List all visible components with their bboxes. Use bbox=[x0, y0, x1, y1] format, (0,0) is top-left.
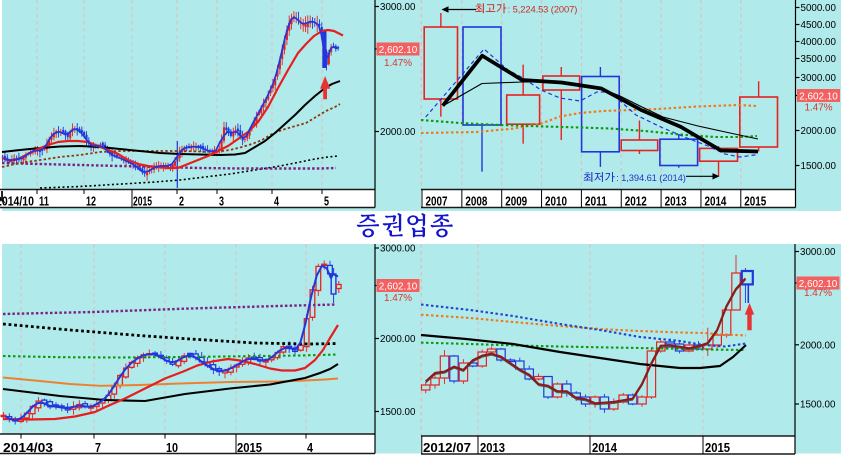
svg-text:5: 5 bbox=[324, 194, 329, 208]
svg-text:1500.00: 1500.00 bbox=[380, 407, 416, 418]
svg-text:2014/03: 2014/03 bbox=[3, 440, 53, 455]
svg-text:1.47%: 1.47% bbox=[804, 103, 832, 114]
svg-text:2000.00: 2000.00 bbox=[801, 126, 837, 137]
svg-text:2000.00: 2000.00 bbox=[800, 340, 836, 351]
svg-text:3000.00: 3000.00 bbox=[800, 247, 836, 258]
svg-text:2,602.10: 2,602.10 bbox=[379, 281, 418, 292]
svg-text:2,602.10: 2,602.10 bbox=[799, 91, 838, 102]
svg-text:5000.00: 5000.00 bbox=[801, 3, 837, 14]
svg-text:2,602.10: 2,602.10 bbox=[799, 279, 838, 290]
svg-text:2015: 2015 bbox=[744, 194, 766, 208]
svg-text:4: 4 bbox=[307, 440, 314, 455]
svg-text:7: 7 bbox=[95, 440, 101, 455]
svg-text:2015: 2015 bbox=[237, 440, 262, 455]
svg-text:2015: 2015 bbox=[705, 440, 730, 455]
svg-text:3000.00: 3000.00 bbox=[801, 73, 837, 84]
svg-text:4: 4 bbox=[274, 194, 279, 208]
svg-text:2013: 2013 bbox=[480, 440, 505, 455]
svg-text:2011: 2011 bbox=[585, 194, 607, 208]
svg-text:2012/07: 2012/07 bbox=[423, 440, 471, 455]
svg-text:3: 3 bbox=[219, 194, 224, 208]
svg-text:2014/10: 2014/10 bbox=[0, 194, 34, 208]
svg-text:3500.00: 3500.00 bbox=[801, 54, 837, 65]
svg-text:11: 11 bbox=[39, 194, 49, 208]
svg-text:4500.00: 4500.00 bbox=[801, 20, 837, 31]
svg-text:2007: 2007 bbox=[426, 194, 448, 208]
svg-text:1500.00: 1500.00 bbox=[801, 161, 837, 172]
svg-text:: 5,224.53 (2007): : 5,224.53 (2007) bbox=[508, 4, 578, 15]
svg-text:2,602.10: 2,602.10 bbox=[379, 45, 418, 56]
svg-text:10: 10 bbox=[166, 440, 178, 455]
svg-text:2000.00: 2000.00 bbox=[380, 334, 416, 345]
svg-text:3000.00: 3000.00 bbox=[380, 2, 416, 13]
svg-text:12: 12 bbox=[86, 194, 96, 208]
svg-text:: 1,394.61 (2014): : 1,394.61 (2014) bbox=[616, 172, 686, 183]
svg-text:2000.00: 2000.00 bbox=[380, 127, 416, 138]
svg-text:1.47%: 1.47% bbox=[804, 288, 832, 299]
svg-text:2008: 2008 bbox=[465, 194, 487, 208]
svg-text:2: 2 bbox=[179, 194, 184, 208]
svg-text:4000.00: 4000.00 bbox=[801, 37, 837, 48]
svg-text:2014: 2014 bbox=[704, 194, 726, 208]
svg-text:3000.00: 3000.00 bbox=[380, 244, 416, 255]
svg-text:2015: 2015 bbox=[133, 194, 152, 208]
svg-text:2010: 2010 bbox=[545, 194, 567, 208]
svg-text:2009: 2009 bbox=[505, 194, 527, 208]
svg-text:2014: 2014 bbox=[592, 440, 618, 455]
svg-text:2013: 2013 bbox=[665, 194, 687, 208]
svg-text:1500.00: 1500.00 bbox=[800, 400, 836, 411]
svg-text:1.47%: 1.47% bbox=[384, 293, 412, 304]
svg-text:2012: 2012 bbox=[625, 194, 647, 208]
svg-text:1.47%: 1.47% bbox=[384, 58, 412, 69]
